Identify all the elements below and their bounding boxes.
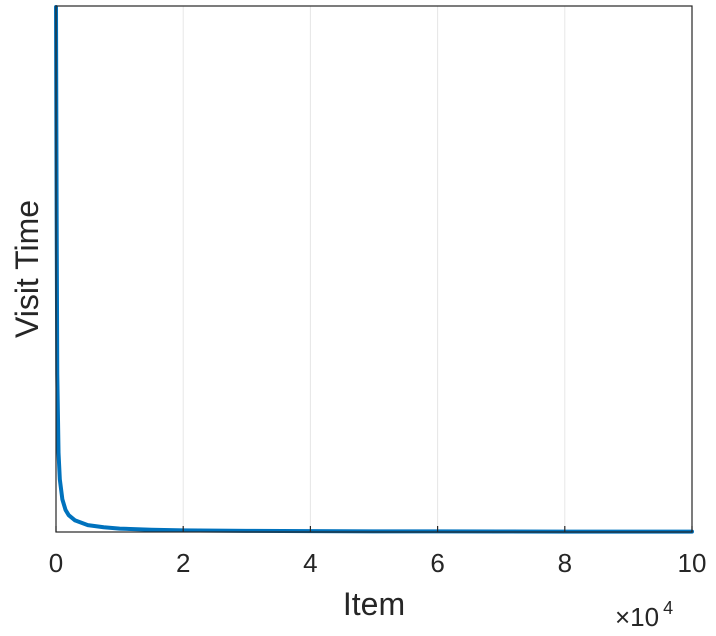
x-axis-label: Item (343, 586, 405, 622)
x-tick-label-4: 8 (558, 548, 572, 578)
x-exponent-power: 4 (663, 598, 673, 618)
x-exponent-label: ×10 4 (615, 598, 673, 632)
x-tick-label-2: 4 (303, 548, 317, 578)
plot-frame (55, 5, 693, 533)
x-ticks: 0 2 4 6 8 10 (49, 526, 707, 578)
x-tick-label-1: 2 (176, 548, 190, 578)
x-tick-label-5: 10 (678, 548, 707, 578)
grid-lines (182, 6, 566, 532)
x-tick-label-0: 0 (49, 548, 63, 578)
y-axis-label: Visit Time (9, 200, 45, 338)
series-layer (54, 5, 694, 534)
x-exponent-base: ×10 (615, 602, 659, 632)
x-tick-label-3: 6 (430, 548, 444, 578)
series-line-0 (54, 5, 694, 534)
